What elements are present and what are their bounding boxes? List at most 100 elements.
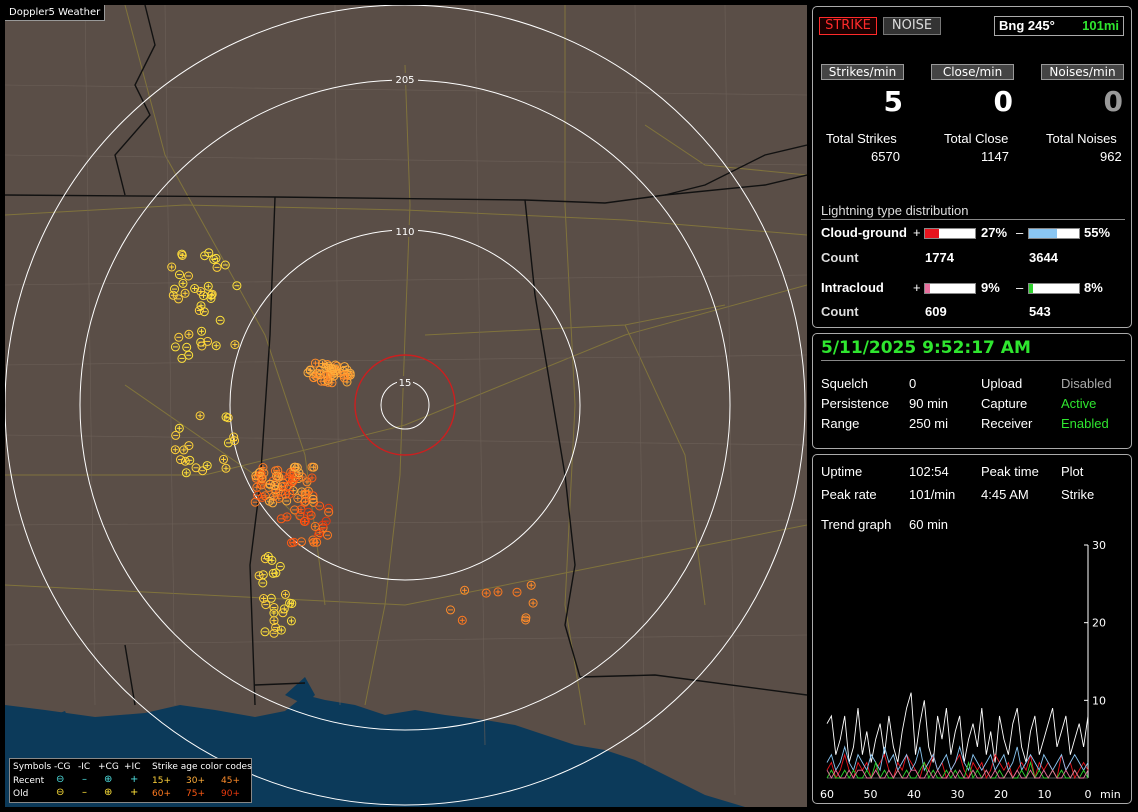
cg-pos-count: 1774 [925, 250, 954, 265]
strike-marker [180, 456, 190, 466]
peak-time-label: Peak time [981, 464, 1039, 479]
cg-neg-bar-fill [1029, 229, 1057, 238]
strike-marker [299, 516, 309, 526]
strike-marker [215, 315, 225, 325]
capture-value[interactable]: Active [1061, 396, 1097, 411]
trend-x-tick-label: 30 [951, 788, 965, 801]
strike-marker [481, 588, 491, 598]
strike-marker [202, 461, 212, 471]
cg-pos-percent: 27% [981, 225, 1008, 240]
strike-marker [300, 497, 310, 507]
squelch-value[interactable]: 0 [909, 376, 917, 391]
trend-series [826, 692, 1089, 780]
close-per-min-button[interactable]: Close/min [931, 64, 1014, 80]
strike-marker [280, 589, 290, 599]
noise-mode-button[interactable]: NOISE [883, 17, 941, 35]
strike-marker [211, 341, 221, 351]
strike-marker [323, 530, 332, 540]
strike-marker [330, 360, 340, 370]
strike-marker [306, 510, 316, 520]
pos-cg-recent-icon: ⊕ [104, 774, 113, 785]
strike-marker [170, 445, 180, 455]
strike-marker [257, 492, 267, 502]
strike-mode-button[interactable]: STRIKE [819, 17, 877, 35]
ic-neg-count: 543 [1029, 304, 1051, 319]
strike-marker [285, 489, 294, 499]
strike-marker [199, 307, 209, 317]
strike-marker [302, 477, 312, 487]
peak-time-value: 4:45 AM [981, 487, 1029, 502]
trend-line-series-3 [826, 760, 1089, 780]
noises-per-min-button[interactable]: Noises/min [1041, 64, 1124, 80]
trend-y-tick-label: 10 [1092, 694, 1106, 707]
legend-recent-label: Recent [13, 776, 45, 786]
legend-old-label: Old [13, 789, 29, 799]
strike-marker [528, 598, 538, 608]
range-label: Range [821, 416, 860, 431]
strike-marker [197, 326, 207, 336]
ic-pos-percent: 9% [981, 280, 1000, 295]
ring-label-15: 15 [399, 378, 412, 389]
upload-value[interactable]: Disabled [1061, 376, 1112, 391]
trend-value[interactable]: 60 min [909, 517, 949, 532]
lightning-map[interactable]: 205 110 15 [5, 5, 807, 807]
strike-marker [324, 507, 334, 517]
strike-marker [200, 251, 210, 261]
lake-water [50, 711, 71, 733]
peak-rate-value: 101/min [909, 487, 956, 502]
legend-age-15: 15+ [152, 776, 171, 786]
legend-type-neg-ic: -IC [78, 762, 91, 772]
cloud-ground-label: Cloud-ground [821, 225, 907, 240]
strike-marker [175, 270, 184, 280]
strike-marker [212, 262, 222, 272]
noises-per-min-value: 0 [1103, 85, 1123, 118]
pos-cg-old-icon: ⊕ [104, 787, 113, 798]
symbol-legend: Symbols -CG -IC +CG +IC Strike age color… [9, 758, 252, 803]
strike-marker [220, 260, 230, 270]
legend-age-60: 60+ [152, 789, 171, 799]
strike-marker [276, 625, 286, 635]
range-rings [5, 5, 806, 806]
strike-marker [315, 501, 325, 511]
trend-graph: 30 20 10 60 50 40 30 20 10 0 min [820, 539, 1121, 801]
bearing-box: Bng 245° 101mi [994, 16, 1124, 36]
receiver-value[interactable]: Enabled [1061, 416, 1109, 431]
strikes-per-min-value: 5 [883, 85, 903, 118]
strike-marker [274, 494, 284, 503]
ring-label-110: 110 [395, 227, 414, 238]
strike-marker [446, 605, 455, 615]
strike-marker [174, 423, 184, 433]
strike-marker [203, 336, 213, 346]
ic-neg-sign: – [1016, 280, 1024, 295]
close-per-min-value: 0 [993, 85, 1013, 118]
app-title: Doppler5 Weather [5, 5, 106, 21]
uptime-value: 102:54 [909, 464, 949, 479]
strike-marker [167, 262, 177, 272]
strike-marker [270, 466, 280, 476]
strike-marker [174, 332, 184, 342]
cg-count-label: Count [821, 250, 859, 265]
persistence-value[interactable]: 90 min [909, 396, 949, 411]
range-value[interactable]: 250 mi [909, 416, 949, 431]
strikes-per-min-button[interactable]: Strikes/min [821, 64, 904, 80]
strike-marker [195, 411, 205, 421]
receiver-label: Receiver [981, 416, 1033, 431]
strike-marker [303, 368, 313, 378]
strike-marker [283, 481, 293, 491]
ic-count-label: Count [821, 304, 859, 319]
legend-age-title: Strike age color codes [152, 762, 252, 772]
strike-marker [221, 463, 231, 473]
uptime-label: Uptime [821, 464, 863, 479]
strike-marker [268, 498, 278, 508]
trend-x-tick-label: 10 [1038, 788, 1052, 801]
cg-neg-percent: 55% [1084, 225, 1111, 240]
strike-marker [191, 463, 201, 473]
neg-cg-recent-icon: ⊖ [56, 774, 65, 785]
plot-value[interactable]: Strike [1061, 487, 1095, 502]
peak-rate-label: Peak rate [821, 487, 877, 502]
strike-marker [526, 580, 536, 590]
squelch-label: Squelch [821, 376, 868, 391]
strike-marker [266, 593, 276, 603]
strike-marker [269, 616, 279, 626]
map-canvas[interactable]: 205 110 15 [5, 5, 807, 807]
